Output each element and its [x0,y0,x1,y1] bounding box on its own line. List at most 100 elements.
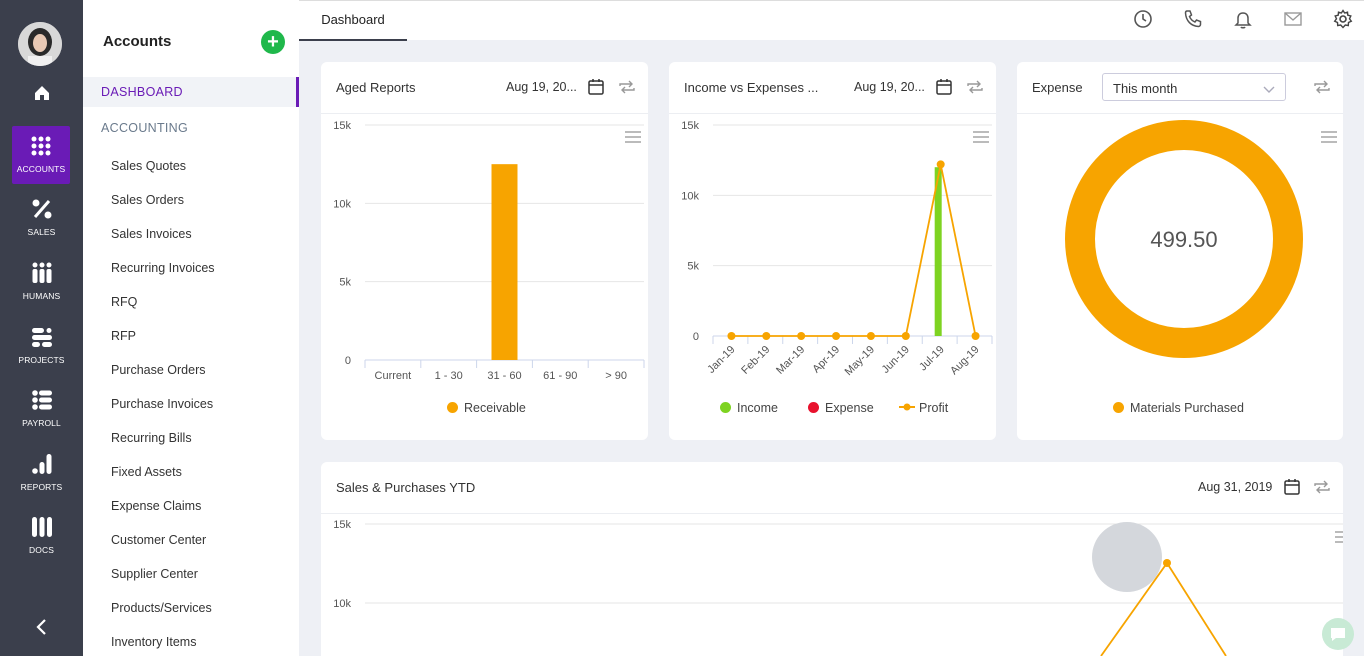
sidebar-item-fixed-assets[interactable]: Fixed Assets [111,465,182,479]
refresh-icon[interactable] [618,79,636,100]
profit-point [936,160,945,169]
card-date: Aug 19, 20... [854,80,925,94]
sidebar-item-dashboard[interactable]: DASHBOARD [83,77,299,107]
legend-item-expense[interactable]: Expense [808,401,874,415]
menu-icon[interactable] [1320,130,1338,149]
rail-accounts[interactable]: ACCOUNTS [12,126,70,184]
add-button[interactable]: + [261,30,285,54]
card-title: Income vs Expenses ... [684,80,819,95]
profit-point [866,332,875,340]
chevron-down-icon [1263,82,1275,97]
rail-projects[interactable]: PROJECTS [0,326,83,365]
sidebar-section-accounting[interactable]: ACCOUNTING [101,121,189,135]
people-icon [31,262,53,288]
donut-slice-materials-purchased [1065,120,1303,358]
accounts-sidebar: Accounts + DASHBOARD ACCOUNTING Sales Qu… [83,0,299,656]
sidebar-item-purchase-orders[interactable]: Purchase Orders [111,363,206,377]
x-tick-label: Jan-19 [705,344,737,376]
sidebar-item-expense-claims[interactable]: Expense Claims [111,499,202,513]
rail-humans[interactable]: HUMANS [0,262,83,301]
y-tick-label: 5k [687,261,699,273]
rail-reports[interactable]: REPORTS [0,453,83,492]
rail-home[interactable] [0,84,83,107]
sidebar-item-purchase-invoices[interactable]: Purchase Invoices [111,397,214,411]
y-tick-label: 15k [681,120,699,132]
sidebar-item-recurring-bills[interactable]: Recurring Bills [111,431,192,445]
rail-sales[interactable]: SALES [0,198,83,237]
sidebar-item-rfq[interactable]: RFQ [111,295,138,309]
legend-label: Materials Purchased [1130,401,1244,415]
sidebar-item-products-services[interactable]: Products/Services [111,601,212,615]
y-tick-label: 15k [333,519,351,531]
list-icon [31,390,53,415]
sidebar-item-rfp[interactable]: RFP [111,329,136,343]
sidebar-item-inventory-items[interactable]: Inventory Items [111,635,197,649]
chat-button[interactable] [1322,618,1354,650]
calendar-icon[interactable] [1283,478,1301,501]
legend-item-receivable[interactable]: Receivable [447,401,526,415]
home-icon [33,86,51,106]
expense-donut-chart: 499.50 [1065,120,1303,358]
menu-icon[interactable] [624,130,642,149]
rail-payroll[interactable]: PAYROLL [0,389,83,428]
rail-label: PAYROLL [22,418,61,428]
period-select[interactable]: This month [1102,73,1286,101]
card-title: Expense [1032,80,1083,95]
profit-line [731,164,977,337]
card-header: Aged Reports Aug 19, 20... [321,62,648,114]
card-title: Sales & Purchases YTD [336,480,476,495]
legend-label: Expense [825,401,874,415]
select-value: This month [1113,81,1178,96]
percent-icon [31,199,53,224]
tab-dashboard[interactable]: Dashboard [299,1,407,41]
menu-icon[interactable] [1334,530,1343,549]
x-tick-label: Jun-19 [880,344,912,376]
legend-item-materials-purchased[interactable]: Materials Purchased [1113,401,1244,415]
refresh-icon[interactable] [966,79,984,100]
calendar-icon[interactable] [935,78,953,101]
sidebar-item-recurring-invoices[interactable]: Recurring Invoices [111,261,215,275]
bar-receivable [491,164,518,360]
clock-icon[interactable] [1132,8,1154,30]
sales-point [1163,559,1171,567]
user-avatar[interactable] [18,22,62,66]
phone-icon[interactable] [1182,8,1204,30]
gear-icon[interactable] [1332,8,1354,30]
grid-icon [30,136,52,161]
sidebar-item-label: DASHBOARD [101,85,183,99]
bar-income [934,167,942,336]
legend-item-profit[interactable]: Profit [899,401,948,415]
legend-line-marker [899,401,919,415]
sidebar-item-customer-center[interactable]: Customer Center [111,533,207,547]
sidebar-item-supplier-center[interactable]: Supplier Center [111,567,198,581]
expense-card: Expense This month 499.50 Materials Purc… [1017,62,1343,440]
y-tick-label: 15k [333,120,351,132]
card-date: Aug 19, 20... [506,80,577,94]
calendar-icon[interactable] [587,78,605,101]
projects-icon [31,328,53,352]
legend-dot [720,402,731,413]
mail-icon[interactable] [1282,8,1304,30]
sidebar-item-sales-quotes[interactable]: Sales Quotes [111,159,187,173]
card-header: Expense This month [1017,62,1343,114]
sidebar-item-sales-invoices[interactable]: Sales Invoices [111,227,192,241]
legend-item-income[interactable]: Income [720,401,778,415]
rail-label: PROJECTS [18,355,65,365]
x-tick-label: 61 - 90 [543,370,577,382]
card-date: Aug 31, 2019 [1198,480,1273,494]
rail-docs[interactable]: DOCS [0,516,83,555]
y-tick-label: 5k [339,277,351,289]
card-header: Sales & Purchases YTD Aug 31, 2019 [321,462,1343,514]
bell-icon[interactable] [1232,8,1254,30]
refresh-icon[interactable] [1313,79,1331,100]
legend-label: Receivable [464,401,526,415]
y-tick-label: 10k [333,598,351,610]
menu-icon[interactable] [972,130,990,149]
chevron-left-icon [34,619,50,640]
rail-label: ACCOUNTS [16,164,66,174]
sidebar-item-sales-orders[interactable]: Sales Orders [111,193,184,207]
refresh-icon[interactable] [1313,479,1331,500]
collapse-button[interactable] [0,618,83,641]
card-title: Aged Reports [336,80,416,95]
aged-reports-chart: 0 5k 10k 15k Current 1 - 30 31 - 60 61 - 90 > 90 [333,120,645,382]
